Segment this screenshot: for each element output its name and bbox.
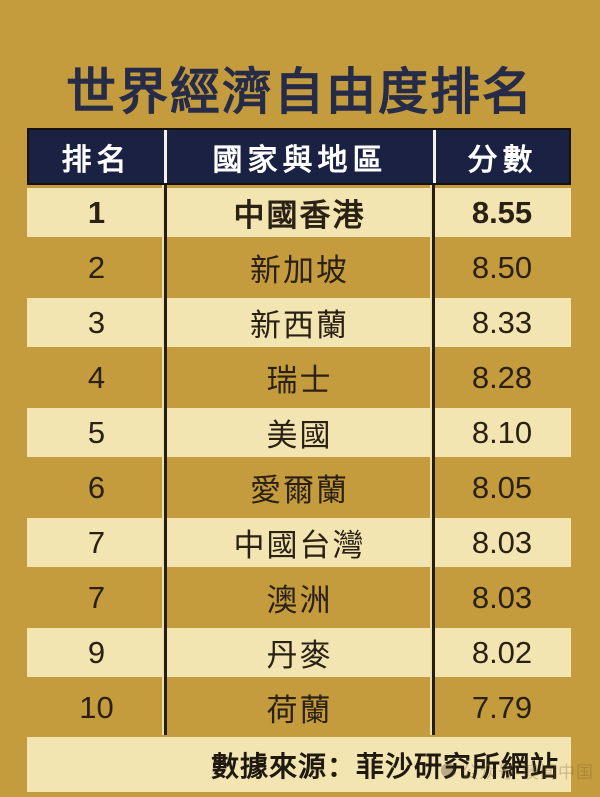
table-row: 9 丹麥 8.02 — [27, 625, 571, 680]
header-score: 分數 — [467, 143, 538, 177]
table-row: 7 中國台灣 8.03 — [27, 515, 571, 570]
table-row: 3 新西蘭 8.33 — [27, 295, 571, 350]
header-rank: 排名 — [61, 143, 132, 177]
table-body: 1 中國香港 8.55 2 新加坡 8.50 3 新西蘭 8.33 4 瑞士 8… — [27, 185, 571, 735]
table-row: 5 美國 8.10 — [27, 405, 571, 460]
region-cell: 荷蘭 — [266, 693, 333, 728]
table-row: 10 荷蘭 7.79 — [27, 680, 571, 735]
score-cell: 8.05 — [471, 469, 533, 505]
region-cell: 美國 — [266, 418, 333, 453]
score-cell: 8.03 — [471, 524, 533, 560]
score-cell: 8.03 — [471, 579, 533, 615]
region-cell: 澳洲 — [266, 583, 333, 618]
rank-cell: 7 — [87, 579, 106, 615]
data-source-bar: 數據來源：菲沙研究所網站 — [27, 737, 571, 792]
rank-cell: 9 — [87, 634, 106, 670]
rank-cell: 6 — [87, 469, 106, 505]
table-row: 1 中國香港 8.55 — [27, 185, 571, 240]
watermark-logo-icon — [441, 763, 457, 778]
region-cell: 丹麥 — [266, 638, 333, 673]
rank-cell: 10 — [79, 689, 114, 725]
rank-cell: 2 — [87, 249, 106, 285]
watermark-text: 公众号·澳闻中国 — [461, 763, 594, 782]
table-row: 2 新加坡 8.50 — [27, 240, 571, 295]
table-row: 4 瑞士 8.28 — [27, 350, 571, 405]
region-cell: 瑞士 — [266, 363, 333, 398]
rank-cell: 4 — [87, 359, 106, 395]
region-cell: 新加坡 — [250, 253, 349, 288]
watermark: 公众号·澳闻中国 — [441, 758, 594, 783]
score-cell: 8.33 — [471, 304, 533, 340]
score-cell: 8.28 — [471, 359, 533, 395]
column-divider-1 — [162, 185, 167, 735]
rank-cell: 1 — [87, 194, 106, 230]
score-cell: 8.02 — [471, 634, 533, 670]
region-cell: 中國台灣 — [233, 528, 366, 563]
table-row: 7 澳洲 8.03 — [27, 570, 571, 625]
table-header-row: 排名 國家與地區 分數 — [27, 128, 571, 185]
region-cell: 愛爾蘭 — [250, 473, 349, 508]
score-cell: 8.10 — [471, 414, 533, 450]
score-cell: 8.55 — [471, 194, 533, 230]
rank-cell: 7 — [87, 524, 106, 560]
table-row: 6 愛爾蘭 8.05 — [27, 460, 571, 515]
rank-cell: 5 — [87, 414, 106, 450]
score-cell: 7.79 — [471, 689, 533, 725]
region-cell: 新西蘭 — [250, 308, 349, 343]
ranking-table: 排名 國家與地區 分數 1 中國香港 8.55 2 新加坡 8.50 3 新西蘭… — [27, 128, 571, 735]
column-divider-2 — [430, 185, 435, 735]
rank-cell: 3 — [87, 304, 106, 340]
region-cell: 中國香港 — [233, 198, 366, 233]
score-cell: 8.50 — [471, 249, 533, 285]
data-source-label: 數據來源：菲沙研究所網站 — [210, 750, 559, 782]
page-title: 世界經濟自由度排名 — [66, 64, 534, 120]
header-region: 國家與地區 — [164, 130, 436, 183]
